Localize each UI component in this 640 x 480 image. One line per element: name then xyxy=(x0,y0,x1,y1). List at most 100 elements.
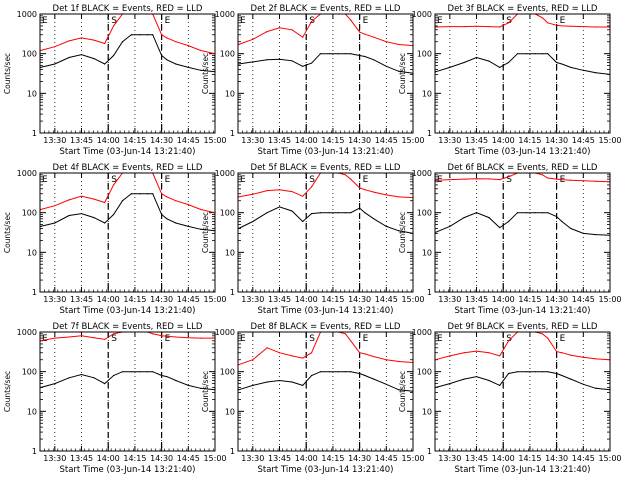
x-axis-label: Start Time (03-Jun-14 13:21:40) xyxy=(60,465,196,475)
events-series-line-point xyxy=(398,230,400,232)
events-series-line-point xyxy=(499,227,501,229)
lld-series-line-point xyxy=(373,355,375,358)
lld-series-line-point xyxy=(175,200,177,202)
events-series-line-point xyxy=(93,58,95,60)
events-series-line-point xyxy=(475,212,478,214)
panel-det-3: Det 3f BLACK = Events, RED = LLD Counts/s… xyxy=(398,4,622,157)
events-series-line-point xyxy=(310,374,313,377)
y-tick-label: 10 xyxy=(27,407,37,416)
lld-series-line-point xyxy=(68,40,70,42)
y-axis-label: Counts/sec xyxy=(398,212,407,253)
lld-series-line-point xyxy=(175,41,177,43)
events-series-line-point xyxy=(291,210,293,212)
events-series-line-point xyxy=(291,381,293,383)
events-series-line-point xyxy=(266,381,268,383)
x-tick-label: 14:45 xyxy=(572,136,595,145)
lld-series-line-point xyxy=(252,193,254,195)
lld-series-line-point xyxy=(344,333,346,335)
marker-label: E xyxy=(42,334,48,344)
events-series-line-point xyxy=(350,371,352,373)
x-tick-label: 15:00 xyxy=(401,454,424,463)
plot-frame xyxy=(237,13,414,134)
events-series-line-point xyxy=(161,213,163,216)
lld-series-line-point xyxy=(595,26,597,28)
events-series-line-point xyxy=(582,383,584,385)
x-tick-label: 14:00 xyxy=(295,454,318,463)
events-series-line-point xyxy=(499,384,501,387)
lld-series-line-point xyxy=(80,195,83,197)
y-tick-label: 1000 xyxy=(17,10,37,19)
x-tick-label: 14:45 xyxy=(375,136,398,145)
x-axis-label: Start Time (03-Jun-14 13:21:40) xyxy=(455,465,591,475)
y-tick-label: 10 xyxy=(422,248,432,257)
x-tick-label: 15:00 xyxy=(598,136,621,145)
events-series-line-point xyxy=(534,212,536,214)
lld-series-line-point xyxy=(561,352,563,354)
events-series-line-point xyxy=(278,206,281,208)
x-tick-label: 14:15 xyxy=(123,295,146,304)
lld-series-line-point xyxy=(556,351,558,353)
panel-det-2: Det 2f BLACK = Events, RED = LLD Counts/s… xyxy=(201,4,425,157)
y-tick-label: 100 xyxy=(22,50,37,59)
lld-series-line-point xyxy=(200,49,202,52)
lld-series-line xyxy=(40,13,216,55)
events-series-line-point xyxy=(463,378,465,380)
x-tick-label: 13:30 xyxy=(241,295,264,304)
events-series-line-point xyxy=(582,232,584,235)
events-series-line-point xyxy=(350,53,352,55)
events-series-line-point xyxy=(54,383,56,385)
lld-series-line-point xyxy=(475,25,478,27)
x-tick-label: 15:00 xyxy=(598,454,621,463)
panel-det-8: Det 8f BLACK = Events, RED = LLD Counts/s… xyxy=(201,322,425,475)
x-tick-label: 14:45 xyxy=(177,295,200,304)
marker-label: E xyxy=(363,334,369,344)
events-series-line-point xyxy=(166,376,168,378)
y-tick-label: 100 xyxy=(417,50,432,59)
y-tick-label: 100 xyxy=(22,209,37,218)
lld-series-line-point xyxy=(104,338,106,341)
panel-det-1: Det 1f BLACK = Events, RED = LLD Counts/s… xyxy=(3,4,227,157)
lld-series-line-point xyxy=(166,335,168,337)
y-tick-label: 100 xyxy=(22,368,37,377)
events-series-line-point xyxy=(68,56,70,59)
y-tick-label: 10 xyxy=(225,407,235,416)
events-series-line-point xyxy=(146,193,148,195)
y-tick-label: 10 xyxy=(27,89,37,98)
plot-frame xyxy=(39,172,216,293)
lld-series-line-point xyxy=(252,38,254,40)
x-tick-label: 13:30 xyxy=(241,454,264,463)
y-tick-label: 1 xyxy=(230,447,235,456)
x-tick-label: 14:30 xyxy=(545,454,568,463)
lld-series-line-point xyxy=(310,20,313,23)
events-series-line-point xyxy=(175,379,177,382)
x-tick-label: 14:30 xyxy=(150,295,173,304)
lld-series-line-point xyxy=(252,359,254,361)
x-tick-label: 15:00 xyxy=(401,136,424,145)
events-series-line-point xyxy=(328,212,330,214)
x-tick-label: 14:45 xyxy=(177,454,200,463)
x-tick-label: 14:00 xyxy=(295,295,318,304)
events-series-line-point xyxy=(534,371,536,373)
events-series-line-point xyxy=(319,212,322,214)
x-tick-label: 15:00 xyxy=(203,136,226,145)
lld-series-line xyxy=(238,172,414,199)
y-axis-label: Counts/sec xyxy=(201,53,210,94)
lld-series-line-point xyxy=(310,352,313,354)
lld-series-line-point xyxy=(302,36,304,38)
x-tick-label: 14:15 xyxy=(518,295,541,304)
x-tick-label: 15:00 xyxy=(401,295,424,304)
lld-series-line-point xyxy=(359,31,361,33)
events-series-line xyxy=(40,34,216,73)
events-series-line-point xyxy=(139,371,141,373)
events-series-line xyxy=(435,212,611,236)
events-series-line-point xyxy=(266,212,268,214)
events-series-line-point xyxy=(337,53,339,55)
marker-label: E xyxy=(240,334,246,344)
y-tick-label: 10 xyxy=(422,89,432,98)
y-tick-label: 10 xyxy=(225,248,235,257)
x-tick-label: 13:30 xyxy=(438,454,461,463)
x-tick-label: 13:45 xyxy=(70,136,93,145)
events-series-line-point xyxy=(385,225,387,228)
y-tick-label: 1 xyxy=(32,288,37,297)
events-series-line-point xyxy=(80,212,83,215)
